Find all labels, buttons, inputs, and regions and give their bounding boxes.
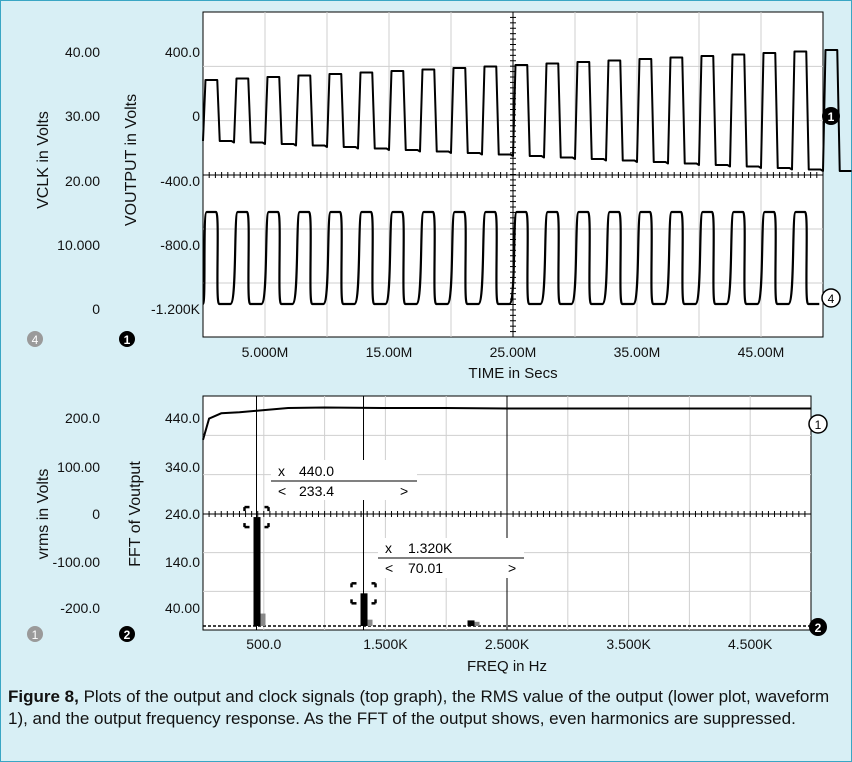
bottom-y-tick-fft: 140.0 — [165, 554, 200, 570]
fft-side-bar — [367, 619, 373, 626]
cursor2-y-value: 70.01 — [408, 560, 443, 576]
cursor1-x-value: 440.0 — [299, 463, 334, 479]
marker-top-right-1: 1 — [828, 110, 835, 124]
top-y-tick-vclk: 40.00 — [65, 44, 100, 60]
bottom-y-tick-vrms: 200.0 — [65, 410, 100, 426]
cursor2-y-label: < — [385, 560, 393, 576]
bottom-y-tick-fft: 240.0 — [165, 506, 200, 522]
fft-cursor-bracket — [243, 505, 270, 529]
bottom-y-tick-fft: 340.0 — [165, 459, 200, 475]
bottom-x-axis: 500.0 1.500K 2.500K 3.500K 4.500K — [246, 636, 773, 652]
bottom-x-tick: 1.500K — [363, 636, 408, 652]
vclk-trace — [201, 210, 820, 306]
bottom-y-tick-fft: 40.00 — [165, 600, 200, 616]
voutput-trace — [202, 49, 852, 172]
cursor1-y-value: 233.4 — [299, 483, 334, 499]
top-y-label-vclk: VCLK in Volts — [35, 111, 52, 209]
top-y-tick-voutput: -1.200K — [151, 301, 201, 317]
top-y-tick-vclk: 30.00 — [65, 108, 100, 124]
top-markers: 4 1 1 4 — [27, 107, 841, 347]
top-y-tick-vclk: 20.00 — [65, 173, 100, 189]
top-chart: 40.00 30.00 20.00 10.000 0 400.0 0 -400.0 -800.… — [35, 11, 852, 382]
bottom-x-tick: 4.500K — [728, 636, 773, 652]
caption-text: Plots of the output and clock signals (t… — [8, 687, 830, 728]
top-y-tick-voutput: -800.0 — [160, 237, 200, 253]
fft-side-bar — [260, 613, 266, 626]
top-y-tick-voutput: 400.0 — [165, 44, 200, 60]
cursor2-arrow: > — [508, 560, 516, 576]
bottom-markers: 1 2 1 2 — [27, 414, 828, 642]
marker-bottom-right-1: 1 — [815, 418, 822, 432]
top-y-tick-voutput: -400.0 — [160, 173, 200, 189]
marker-bottom-right-2: 2 — [815, 621, 822, 635]
top-x-tick: 25.00M — [490, 344, 537, 360]
caption-figure-number: Figure 8, — [8, 687, 79, 706]
cursor-readout-2[interactable]: x 1.320K < 70.01 > — [378, 538, 524, 578]
bottom-traces — [202, 406, 811, 627]
cursor1-y-label: < — [278, 483, 286, 499]
cursor1-arrow: > — [400, 483, 408, 499]
top-y-tick-voutput: 0 — [192, 108, 200, 124]
top-y-axis-voutput: 400.0 0 -400.0 -800.0 -1.200K — [151, 44, 201, 317]
bottom-y-axis-fft: 440.0 340.0 240.0 140.0 40.00 — [165, 410, 200, 616]
bottom-y-label-vrms: vrms in Volts — [35, 469, 52, 560]
top-x-tick: 35.00M — [614, 344, 661, 360]
fft-peak-bar — [467, 620, 475, 626]
marker-bottom-left-black: 2 — [124, 628, 131, 642]
fft-side-bar — [474, 621, 480, 626]
bottom-y-tick-vrms: -100.00 — [53, 554, 101, 570]
cursor-readout-1[interactable]: x 440.0 < 233.4 > — [271, 460, 417, 500]
figure-charts: 40.00 30.00 20.00 10.000 0 400.0 0 -400.0 -800.… — [27, 11, 852, 675]
figure-caption: Figure 8, Plots of the output and clock … — [8, 686, 838, 730]
bottom-x-label: FREQ in Hz — [467, 658, 547, 675]
marker-bottom-left-gray: 1 — [32, 628, 39, 642]
fft-peak-bar — [360, 593, 368, 626]
cursor2-x-value: 1.320K — [408, 540, 453, 556]
fft-cursor-bracket — [350, 582, 377, 605]
bottom-x-tick: 3.500K — [606, 636, 651, 652]
top-traces — [201, 49, 852, 306]
top-y-tick-vclk: 10.000 — [57, 237, 100, 253]
bottom-grid — [202, 396, 812, 630]
top-y-label-voutput: VOUTPUT in Volts — [123, 94, 140, 226]
bottom-x-tick: 500.0 — [246, 636, 281, 652]
marker-top-right-2: 4 — [828, 292, 835, 306]
top-x-axis: 5.000M 15.00M 25.00M 35.00M 45.00M — [242, 344, 785, 360]
top-x-label: TIME in Secs — [468, 365, 557, 382]
bottom-y-tick-vrms: -200.0 — [60, 600, 100, 616]
top-y-axis-vclk: 40.00 30.00 20.00 10.000 0 — [57, 44, 100, 317]
bottom-x-tick: 2.500K — [485, 636, 530, 652]
rms-trace — [202, 406, 811, 441]
top-x-tick: 15.00M — [366, 344, 413, 360]
bottom-y-tick-vrms: 0 — [92, 506, 100, 522]
cursor2-x-label: x — [385, 540, 392, 556]
bottom-y-label-fft: FFT of Voutput — [127, 461, 144, 567]
bottom-y-tick-fft: 440.0 — [165, 410, 200, 426]
marker-top-left-gray: 4 — [32, 333, 39, 347]
bottom-y-axis-vrms: 200.0 100.00 0 -100.00 -200.0 — [53, 410, 101, 616]
fft-peak-bar — [253, 517, 261, 626]
cursor1-x-label: x — [278, 463, 285, 479]
marker-top-left-black: 1 — [124, 333, 131, 347]
bottom-y-tick-vrms: 100.00 — [57, 459, 100, 475]
top-x-tick: 45.00M — [738, 344, 785, 360]
top-y-tick-vclk: 0 — [92, 301, 100, 317]
top-x-tick: 5.000M — [242, 344, 289, 360]
